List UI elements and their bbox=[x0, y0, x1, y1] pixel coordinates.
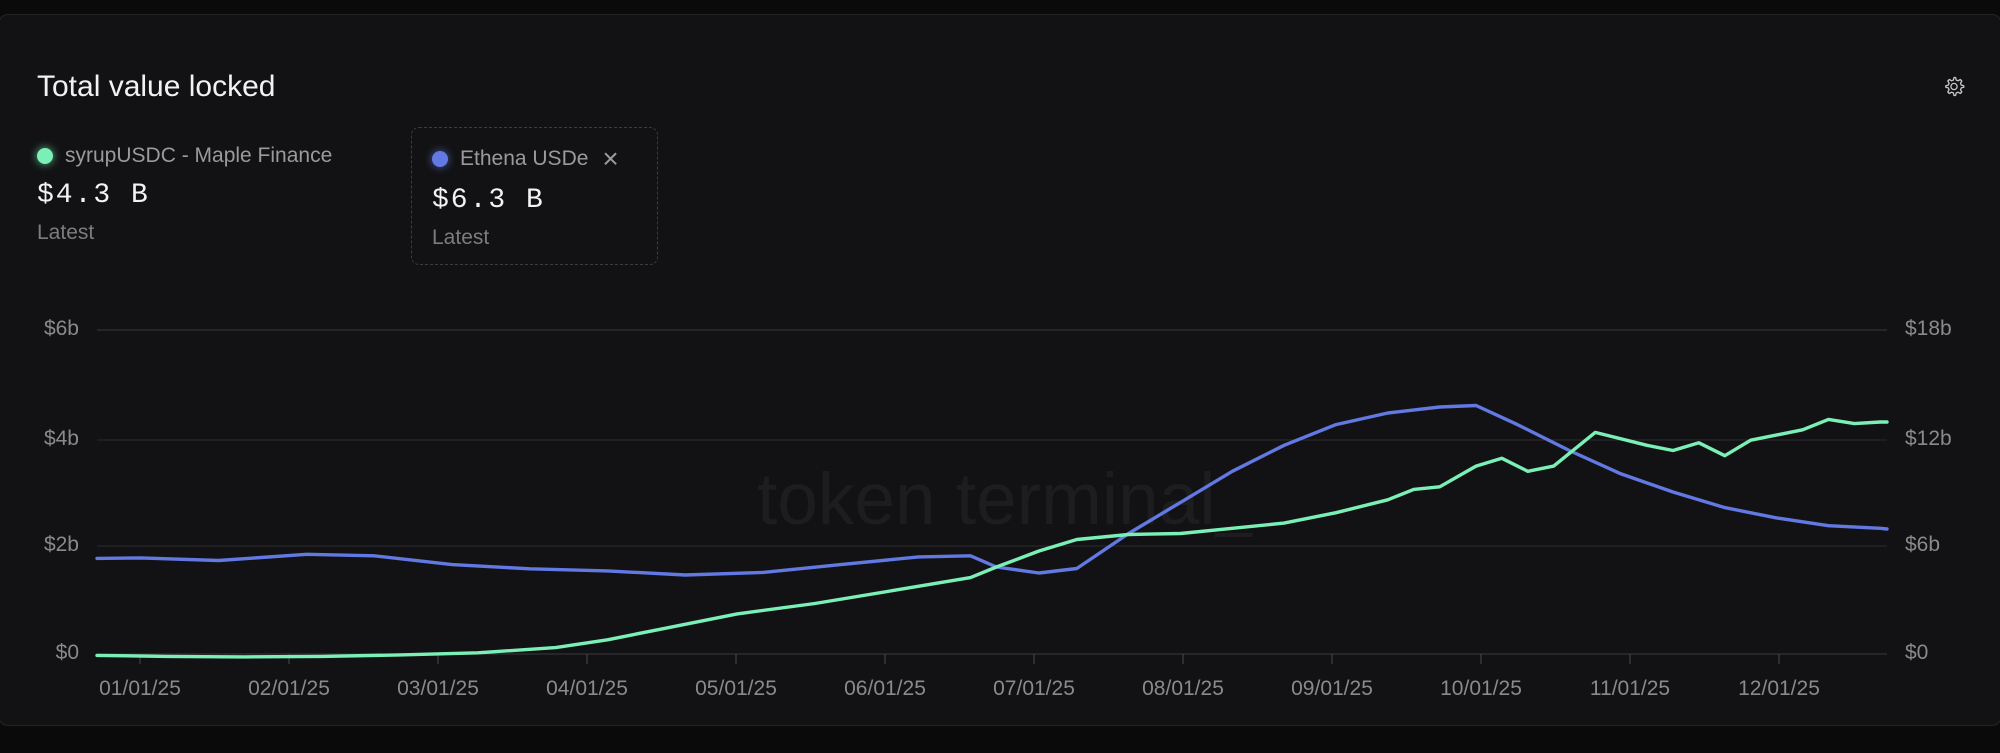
svg-text:$18b: $18b bbox=[1905, 317, 1952, 340]
svg-text:01/01/25: 01/01/25 bbox=[99, 677, 181, 700]
svg-text:$6b: $6b bbox=[44, 317, 79, 340]
svg-text:08/01/25: 08/01/25 bbox=[1142, 677, 1224, 700]
svg-text:07/01/25: 07/01/25 bbox=[993, 677, 1075, 700]
svg-text:06/01/25: 06/01/25 bbox=[844, 677, 926, 700]
svg-text:02/01/25: 02/01/25 bbox=[248, 677, 330, 700]
svg-text:05/01/25: 05/01/25 bbox=[695, 677, 777, 700]
svg-text:$12b: $12b bbox=[1905, 427, 1952, 450]
svg-text:12/01/25: 12/01/25 bbox=[1738, 677, 1820, 700]
svg-text:$2b: $2b bbox=[44, 533, 79, 556]
svg-text:03/01/25: 03/01/25 bbox=[397, 677, 479, 700]
svg-text:10/01/25: 10/01/25 bbox=[1440, 677, 1522, 700]
svg-text:11/01/25: 11/01/25 bbox=[1590, 677, 1670, 700]
svg-text:$0: $0 bbox=[1905, 641, 1928, 664]
svg-text:04/01/25: 04/01/25 bbox=[546, 677, 628, 700]
svg-text:$0: $0 bbox=[56, 641, 79, 664]
svg-text:$4b: $4b bbox=[44, 427, 79, 450]
svg-text:$6b: $6b bbox=[1905, 533, 1940, 556]
svg-text:09/01/25: 09/01/25 bbox=[1291, 677, 1373, 700]
